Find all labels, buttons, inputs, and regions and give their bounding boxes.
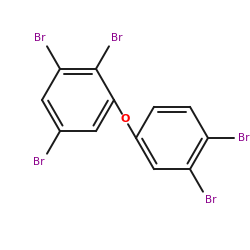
Text: Br: Br (34, 157, 45, 167)
Text: O: O (120, 114, 130, 124)
Text: Br: Br (238, 133, 250, 143)
Text: Br: Br (111, 33, 122, 43)
Text: Br: Br (34, 33, 45, 43)
Text: Br: Br (205, 195, 216, 205)
